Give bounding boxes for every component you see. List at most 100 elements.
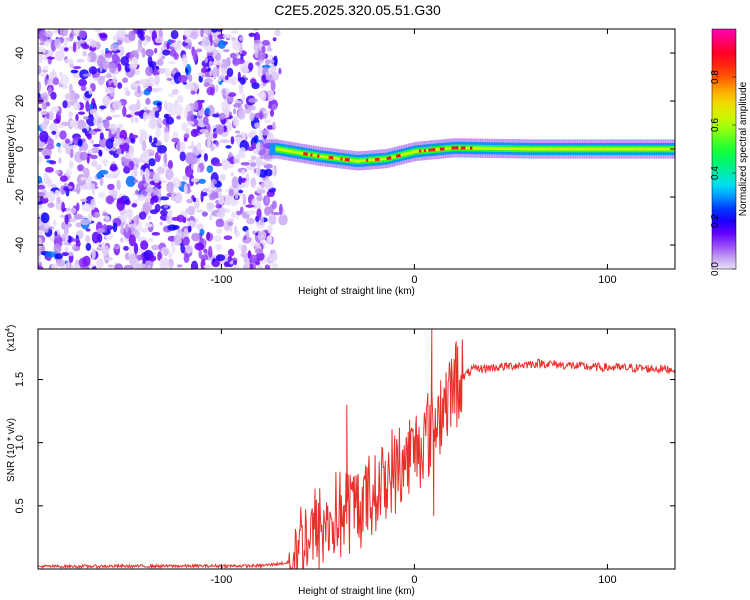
- heatmap-cell: [113, 244, 121, 250]
- heatmap-cell: [541, 147, 545, 151]
- heatmap-cell: [213, 179, 218, 185]
- heatmap-cell: [639, 147, 643, 151]
- heatmap-cell: [80, 142, 89, 151]
- line-y-axis-label: SNR (10 * v/v): [6, 418, 17, 482]
- heatmap-cell: [137, 194, 145, 202]
- heatmap-cell: [196, 48, 203, 53]
- heatmap-cell: [104, 53, 113, 59]
- line-x-tick-label: -100: [210, 574, 232, 586]
- heatmap-cell: [272, 143, 275, 155]
- heatmap-cell: [184, 38, 192, 44]
- heatmap-cell: [210, 191, 221, 199]
- heatmap-cell: [75, 183, 81, 195]
- heatmap-cell: [145, 97, 151, 105]
- heatmap-cell: [351, 159, 355, 162]
- heatmap-cell: [40, 72, 47, 78]
- heatmap-cell: [81, 128, 88, 133]
- heatmap-cell: [230, 172, 234, 176]
- heatmap-cell: [116, 29, 126, 38]
- heatmap-cell: [255, 61, 260, 66]
- heatmap-cell: [216, 78, 222, 82]
- heatmap-cell: [162, 49, 171, 56]
- heatmap-cell: [200, 29, 204, 38]
- heatmap-cell: [317, 154, 321, 158]
- heatmap-cell: [108, 62, 117, 74]
- heatmap-cell: [248, 62, 254, 71]
- heatmap-cell: [205, 107, 211, 115]
- heatmap-cell: [212, 48, 218, 57]
- heatmap-cell: [38, 155, 43, 164]
- heatmap-cell: [82, 50, 87, 57]
- heatmap-cell: [488, 146, 492, 150]
- heatmap-cell: [217, 40, 226, 49]
- heatmap-cell: [234, 191, 239, 200]
- heatmap-cell: [154, 37, 164, 44]
- heatmap-cell: [91, 183, 96, 195]
- heatmap-cell: [56, 196, 61, 204]
- heatmap-cell: [278, 67, 282, 75]
- heatmap-cell: [183, 236, 190, 246]
- heatmap-cell: [314, 154, 318, 158]
- heatmap-cell: [128, 212, 133, 221]
- heatmap-cell: [200, 74, 206, 78]
- heatmap-cell: [267, 235, 272, 243]
- heatmap-cell: [169, 262, 173, 269]
- heatmap-cell: [335, 157, 339, 160]
- heatmap-cell: [134, 117, 139, 124]
- heatmap-cell: [131, 203, 138, 208]
- heatmap-cell: [90, 154, 98, 160]
- heatmap-cell: [157, 58, 164, 66]
- heatmap-cell: [215, 187, 222, 193]
- heatmap-cell: [265, 71, 270, 79]
- heatmap-cell: [421, 149, 425, 153]
- heatmap-cell: [274, 29, 281, 37]
- heatmap-cell: [55, 252, 63, 260]
- heatmap-cell: [128, 246, 133, 253]
- heatmap-cell: [215, 84, 219, 93]
- heatmap-cell: [103, 118, 110, 129]
- heatmap-cell: [451, 146, 455, 150]
- heatmap-cell: [182, 56, 188, 67]
- heatmap-cell: [168, 39, 176, 44]
- heatmap-cell: [221, 158, 229, 171]
- heatmap-cell: [226, 67, 234, 77]
- heatmap-cell: [500, 147, 504, 150]
- heatmap-cell: [146, 78, 150, 85]
- heatmap-cell: [233, 260, 237, 265]
- heatmap-cell: [38, 175, 43, 185]
- heatmap-cell: [61, 141, 66, 147]
- heatmap-cell: [232, 40, 241, 51]
- heatmap-cell: [277, 148, 281, 151]
- heatmap-cell: [57, 124, 65, 128]
- heatmap-cell: [41, 69, 48, 73]
- heatmap-cell: [102, 212, 109, 217]
- heatmap-cell: [268, 213, 277, 225]
- heatmap-cell: [312, 153, 316, 157]
- heatmap-cell: [149, 209, 159, 215]
- heatmap-cell: [170, 29, 179, 40]
- heatmap-cell: [93, 211, 101, 218]
- heatmap-cell: [155, 65, 159, 70]
- heatmap-cell: [166, 42, 170, 50]
- heatmap-cell: [55, 189, 59, 195]
- heatmap-cell: [428, 148, 432, 152]
- heatmap-cell: [116, 127, 121, 135]
- heatmap-cell: [87, 55, 91, 63]
- heatmap-cell: [130, 223, 137, 228]
- heatmap-cell: [226, 121, 233, 132]
- heatmap-cell: [168, 61, 177, 65]
- colorbar-tick-label: 0.8: [710, 70, 721, 84]
- heatmap-cell: [576, 147, 580, 151]
- heatmap-cell: [247, 146, 255, 151]
- heatmap-cell: [342, 157, 346, 161]
- heatmap-cell: [516, 147, 520, 151]
- heatmap-cell: [61, 252, 69, 257]
- heatmap-cell: [585, 147, 589, 151]
- heatmap-cell: [521, 147, 524, 151]
- heatmap-cell: [176, 214, 185, 223]
- heatmap-cell: [69, 63, 75, 69]
- heatmap-cell: [80, 85, 87, 92]
- heatmap-cell: [250, 130, 257, 137]
- heatmap-cell: [44, 155, 51, 160]
- heatmap-cell: [69, 89, 76, 101]
